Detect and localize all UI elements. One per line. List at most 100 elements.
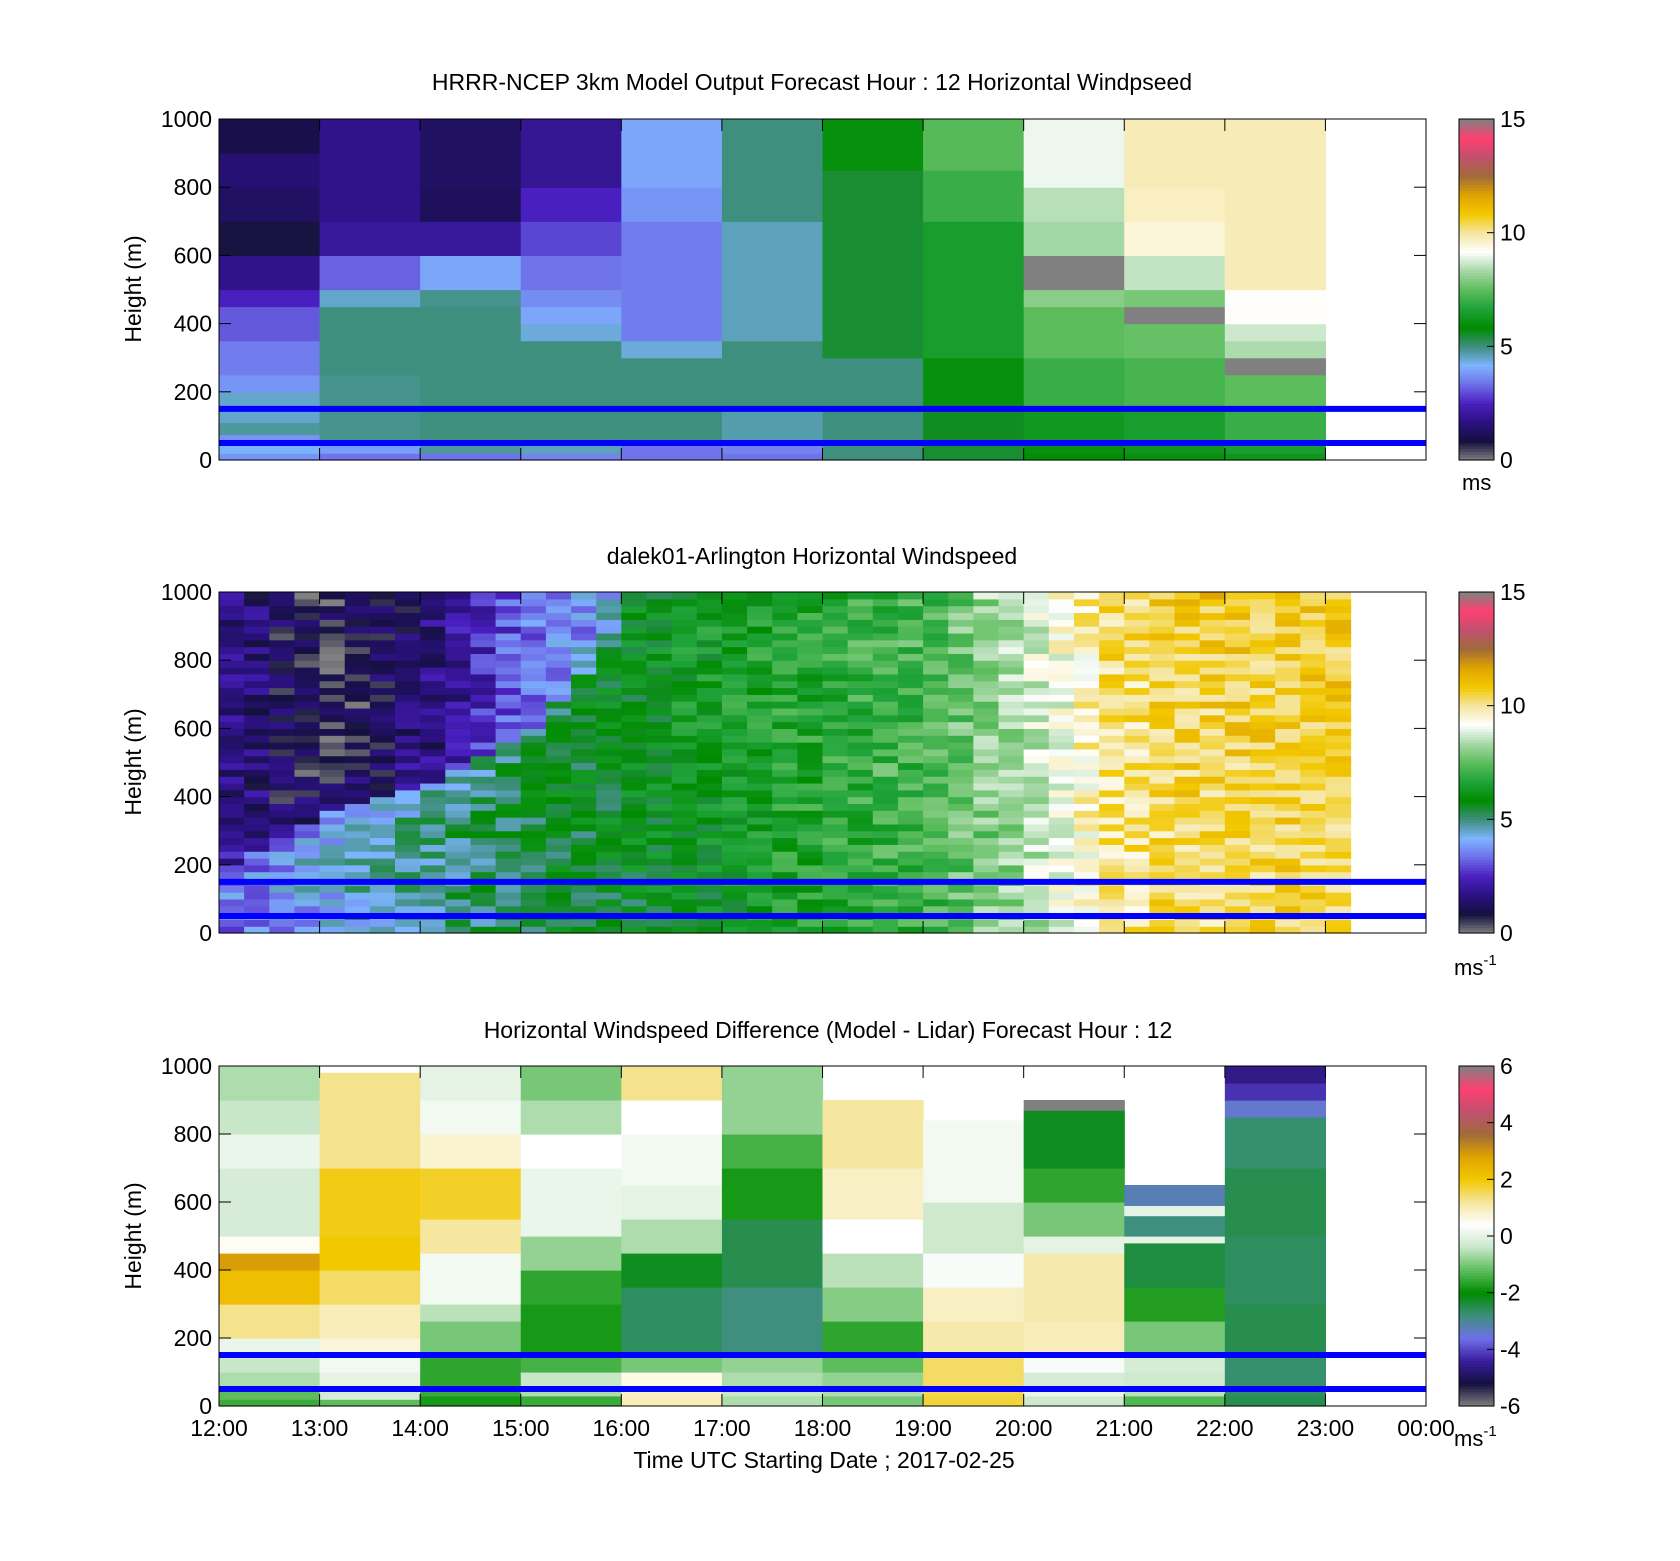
heatmap-cell bbox=[596, 742, 622, 750]
heatmap-cell bbox=[948, 735, 974, 743]
heatmap-cell bbox=[797, 762, 824, 770]
colorbar-segment bbox=[1459, 280, 1494, 285]
heatmap-cell bbox=[1099, 653, 1125, 661]
colorbar-segment bbox=[1459, 1343, 1494, 1348]
model-y-axis-label: Height (m) bbox=[120, 235, 146, 342]
heatmap-cell bbox=[1099, 605, 1125, 614]
colorbar-segment bbox=[1459, 158, 1494, 163]
heatmap-cell bbox=[1249, 680, 1276, 689]
colorbar-segment bbox=[1459, 340, 1494, 345]
heatmap-cell bbox=[1124, 1355, 1226, 1373]
heatmap-cell bbox=[847, 598, 874, 607]
colorbar-segment bbox=[1459, 1119, 1494, 1124]
heatmap-cell bbox=[948, 660, 974, 668]
heatmap-cell bbox=[721, 619, 748, 627]
heatmap-cell bbox=[621, 453, 723, 461]
heatmap-cell bbox=[470, 755, 497, 764]
heatmap-cell bbox=[1325, 660, 1352, 668]
heatmap-cell bbox=[571, 592, 597, 600]
heatmap-cell bbox=[1300, 673, 1327, 682]
colorbar-segment bbox=[1459, 663, 1494, 667]
heatmap-cell bbox=[319, 735, 346, 743]
heatmap-cell bbox=[520, 728, 547, 736]
heatmap-cell bbox=[571, 619, 597, 627]
heatmap-cell bbox=[721, 905, 748, 914]
y-tick-label: 800 bbox=[174, 1121, 212, 1147]
heatmap-cell bbox=[1249, 721, 1276, 729]
heatmap-cell bbox=[1325, 714, 1352, 723]
heatmap-cell bbox=[923, 810, 949, 818]
heatmap-cell bbox=[1124, 830, 1150, 839]
heatmap-cell bbox=[571, 905, 597, 914]
heatmap-cell bbox=[596, 660, 622, 668]
heatmap-cell bbox=[1300, 817, 1327, 825]
heatmap-cell bbox=[470, 885, 497, 893]
colorbar-segment bbox=[1459, 654, 1494, 658]
heatmap-cell bbox=[822, 619, 849, 627]
heatmap-cell bbox=[897, 687, 924, 695]
colorbar-segment bbox=[1459, 1377, 1494, 1382]
heatmap-cell bbox=[1124, 673, 1150, 682]
heatmap-cell bbox=[1224, 408, 1327, 446]
heatmap-cell bbox=[1124, 444, 1226, 454]
heatmap-cell bbox=[344, 742, 371, 750]
heatmap-cell bbox=[596, 782, 622, 791]
heatmap-cell bbox=[1124, 592, 1150, 600]
heatmap-cell bbox=[445, 844, 472, 852]
heatmap-cell bbox=[219, 1338, 321, 1356]
heatmap-cell bbox=[445, 598, 472, 607]
colorbar-segment bbox=[1459, 366, 1494, 370]
heatmap-cell bbox=[545, 721, 572, 729]
colorbar-segment bbox=[1459, 822, 1494, 826]
colorbar-segment bbox=[1459, 1224, 1494, 1229]
heatmap-cell bbox=[1048, 823, 1075, 832]
heatmap-cell bbox=[1174, 592, 1201, 600]
heatmap-cell bbox=[998, 605, 1025, 614]
heatmap-cell bbox=[1149, 830, 1176, 839]
heatmap-cell bbox=[973, 796, 1000, 805]
y-tick-label: 1000 bbox=[161, 579, 212, 605]
heatmap-cell bbox=[294, 680, 321, 689]
heatmap-cell bbox=[596, 844, 622, 852]
heatmap-cell bbox=[721, 851, 748, 859]
colorbar-segment bbox=[1459, 1080, 1494, 1084]
colorbar-segment bbox=[1459, 337, 1494, 342]
heatmap-cell bbox=[495, 639, 522, 648]
colorbar-segment bbox=[1459, 748, 1494, 752]
heatmap-cell bbox=[822, 1253, 924, 1288]
heatmap-cell bbox=[671, 598, 698, 607]
heatmap-cell bbox=[721, 762, 748, 770]
heatmap-cell bbox=[470, 919, 497, 927]
heatmap-cell bbox=[1224, 626, 1251, 634]
heatmap-cell bbox=[596, 667, 622, 675]
colorbar-segment bbox=[1459, 167, 1494, 171]
heatmap-cell bbox=[948, 707, 974, 716]
heatmap-cell bbox=[923, 667, 949, 675]
heatmap-cell bbox=[646, 789, 673, 798]
heatmap-cell bbox=[520, 789, 547, 798]
heatmap-cell bbox=[1325, 605, 1352, 614]
heatmap-cell bbox=[420, 1168, 522, 1220]
colorbar-segment bbox=[1459, 1170, 1494, 1175]
heatmap-cell bbox=[747, 646, 773, 654]
heatmap-cell bbox=[219, 598, 245, 607]
heatmap-cell bbox=[520, 653, 547, 661]
heatmap-cell bbox=[998, 694, 1025, 702]
heatmap-cell bbox=[646, 667, 673, 675]
heatmap-cell bbox=[646, 721, 673, 729]
heatmap-cell bbox=[319, 592, 346, 600]
heatmap-cell bbox=[420, 1355, 522, 1387]
heatmap-cell bbox=[696, 898, 723, 907]
heatmap-cell bbox=[395, 864, 421, 873]
heatmap-cell bbox=[420, 408, 522, 446]
heatmap-cell bbox=[1325, 892, 1352, 900]
heatmap-cell bbox=[747, 844, 773, 852]
colorbar-segment bbox=[1459, 309, 1494, 313]
colorbar-segment bbox=[1459, 802, 1494, 806]
heatmap-cell bbox=[923, 851, 949, 859]
heatmap-cell bbox=[319, 612, 346, 620]
colorbar-segment bbox=[1459, 1403, 1494, 1407]
heatmap-cell bbox=[1199, 776, 1226, 784]
heatmap-cell bbox=[269, 619, 296, 627]
heatmap-cell bbox=[923, 844, 949, 852]
